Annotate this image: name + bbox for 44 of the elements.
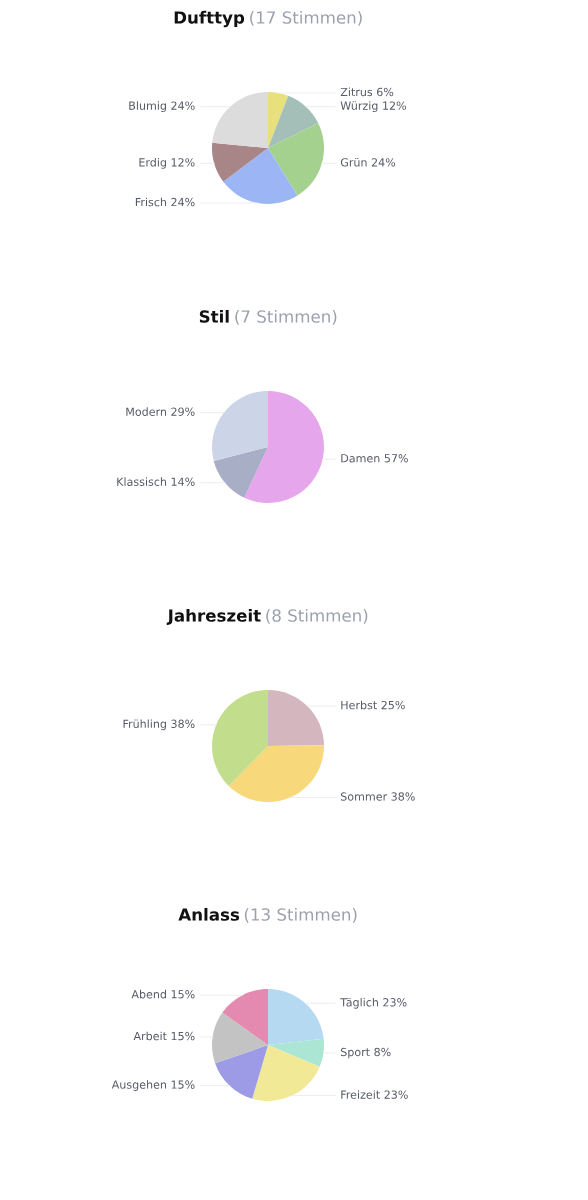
slice-label: Täglich 23% [340, 997, 407, 1009]
slice-label: Damen 57% [341, 454, 408, 463]
chart-title: Anlass [178, 907, 240, 921]
pie-slice [268, 1038, 324, 1067]
slice-label: Arbeit 15% [133, 1031, 195, 1041]
pie-slice [268, 95, 319, 148]
pie-slice [212, 690, 268, 786]
slice-label: Sommer 38% [340, 792, 415, 801]
pie-slice [212, 142, 268, 182]
slice-label: Herbst 25% [341, 700, 405, 710]
pie-slice [213, 447, 268, 498]
chart-subtitle: (17 Stimmen) [250, 10, 362, 26]
pie-slice [212, 1012, 268, 1064]
chart-subtitle: (13 Stimmen) [244, 907, 357, 923]
pie-slice [222, 989, 268, 1045]
slice-label: Klassisch 14% [117, 477, 195, 486]
pie-slice [244, 391, 324, 503]
pie-slice [268, 92, 289, 148]
slice-label: Frisch 24% [135, 197, 195, 207]
chart-title: Stil [199, 309, 229, 323]
slice-label: Zitrus 6% [340, 87, 394, 97]
pie-slice [212, 391, 268, 461]
chart-title: Dufttyp [174, 10, 245, 28]
slice-label: Ausgehen 15% [111, 1080, 195, 1091]
chart-subtitle: (8 Stimmen) [266, 608, 368, 624]
pie-slice [215, 1045, 268, 1099]
slice-label: Würzig 12% [340, 101, 407, 112]
pie-slice [212, 92, 268, 148]
slice-label: Grün 24% [340, 157, 396, 167]
slice-label: Frühling 38% [123, 719, 195, 731]
slice-label: Modern 29% [126, 407, 195, 416]
pie-slice [268, 690, 324, 746]
pie-slice [268, 989, 324, 1045]
pie-slice [252, 1045, 320, 1101]
pie-slice [228, 745, 324, 802]
chart-title: Jahreszeit [166, 608, 261, 625]
slice-label: Erdig 12% [139, 157, 195, 169]
chart-subtitle: (7 Stimmen) [235, 309, 337, 325]
slice-label: Freizeit 23% [341, 1090, 408, 1099]
slice-label: Blumig 24% [129, 101, 195, 112]
pie-slice [223, 148, 298, 204]
pie-slice [268, 123, 324, 196]
slice-label: Abend 15% [131, 989, 195, 999]
slice-label: Sport 8% [340, 1047, 391, 1059]
